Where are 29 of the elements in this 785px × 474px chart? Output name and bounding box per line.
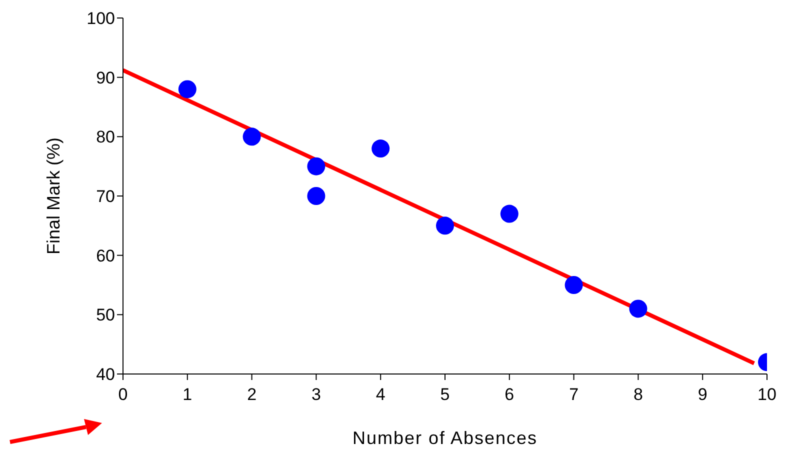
x-tick-label: 2 [247, 385, 257, 404]
point [242, 128, 261, 146]
point [629, 300, 648, 318]
x-tick-label: 0 [118, 385, 128, 404]
y-tick-label: 50 [96, 306, 115, 325]
x-tick-label: 8 [633, 385, 643, 404]
x-tick-label: 7 [569, 385, 579, 404]
point [178, 80, 196, 98]
point [436, 216, 454, 235]
point [500, 204, 518, 223]
point [564, 276, 583, 294]
y-tick-label: 70 [96, 187, 115, 206]
x-tick-label: 6 [504, 385, 514, 404]
y-tick-label: 60 [96, 246, 115, 266]
y-tick-label: 40 [96, 365, 115, 384]
x-tick-label: 4 [376, 385, 386, 404]
x-tick-label: 1 [182, 385, 192, 404]
y-axis-title: Final Mark (%) [43, 137, 64, 255]
y-tick-label: 100 [86, 9, 115, 28]
x-tick-label: 9 [698, 385, 708, 404]
x-tick-label: 5 [440, 385, 450, 404]
point [372, 140, 390, 158]
y-tick-label: 80 [96, 128, 115, 147]
x-tick-label: 10 [758, 385, 776, 404]
x-axis-title: Number of Absences [352, 428, 538, 448]
point [307, 157, 326, 176]
y-tick-label: 90 [96, 68, 115, 88]
x-tick-label: 3 [311, 385, 321, 404]
point [307, 187, 326, 205]
